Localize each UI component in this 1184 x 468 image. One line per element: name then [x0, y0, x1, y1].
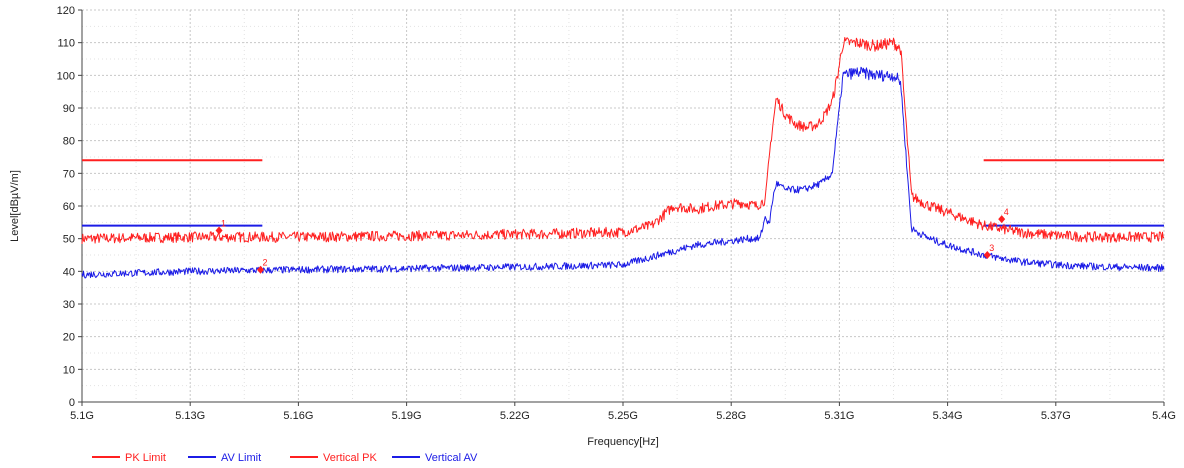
marker-4 — [998, 215, 1006, 224]
x-axis-title: Frequency[Hz] — [587, 436, 659, 448]
x-tick-label: 5.16G — [283, 410, 313, 422]
y-tick-label: 80 — [63, 136, 75, 148]
y-tick-label: 60 — [63, 201, 75, 213]
x-tick-label: 5.22G — [500, 410, 530, 422]
x-tick-label: 5.25G — [608, 410, 638, 422]
x-tick-label: 5.13G — [175, 410, 205, 422]
vertical-pk-trace — [81, 37, 1165, 244]
marker-3 — [983, 251, 991, 259]
legend-label-vertical-pk: Vertical PK — [323, 452, 377, 464]
y-tick-label: 20 — [63, 332, 75, 344]
legend: PK Limit AV Limit Vertical PK Vertical AV — [92, 452, 478, 464]
x-tick-label: 5.28G — [716, 410, 746, 422]
y-tick-label: 30 — [63, 299, 75, 311]
x-tick-label: 5.34G — [933, 410, 963, 422]
marker-label-1: 1 — [221, 219, 226, 229]
y-tick-label: 0 — [69, 397, 75, 409]
y-tick-label: 120 — [57, 5, 75, 17]
legend-label-vertical-av: Vertical AV — [425, 452, 478, 464]
marker-label-2: 2 — [263, 258, 268, 268]
vertical-av-trace — [81, 66, 1165, 279]
series-layer — [81, 37, 1165, 279]
x-tick-label: 5.19G — [392, 410, 422, 422]
y-tick-label: 100 — [57, 70, 75, 82]
marker-2 — [257, 265, 265, 274]
marker-label-3: 3 — [989, 243, 994, 253]
y-tick-label: 10 — [63, 364, 75, 376]
marker-1 — [215, 226, 223, 235]
marker-layer: 1 2 3 4 — [215, 207, 1009, 274]
marker-label-4: 4 — [1004, 207, 1009, 217]
x-tick-label: 5.4G — [1152, 410, 1176, 422]
x-tick-label: 5.1G — [70, 410, 94, 422]
y-tick-label: 110 — [57, 38, 75, 50]
x-tick-label: 5.31G — [824, 410, 854, 422]
y-tick-label: 70 — [63, 168, 75, 180]
axes: 0 10 20 30 40 50 60 70 80 90 100 110 120 5.1G 5.13G 5.1… — [57, 5, 1176, 422]
legend-label-av-limit: AV Limit — [221, 452, 261, 464]
y-tick-label: 90 — [63, 103, 75, 115]
y-tick-label: 40 — [63, 266, 75, 278]
y-tick-label: 50 — [63, 234, 75, 246]
grid — [81, 9, 1165, 403]
legend-label-pk-limit: PK Limit — [125, 452, 166, 464]
x-tick-label: 5.37G — [1041, 410, 1071, 422]
y-axis-title: Level[dBµV/m] — [9, 170, 21, 242]
